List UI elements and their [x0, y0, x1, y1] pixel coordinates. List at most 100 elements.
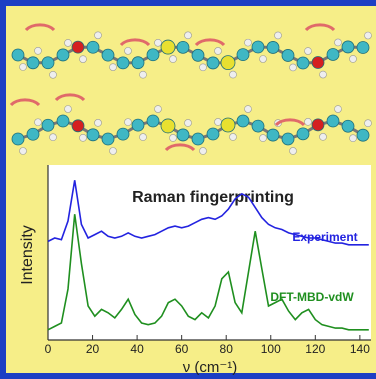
hydrogen	[320, 133, 327, 140]
atom	[357, 129, 369, 141]
atom	[147, 49, 159, 61]
hydrogen	[320, 71, 327, 78]
hydrogen	[185, 119, 192, 126]
atom	[252, 120, 264, 132]
hydrogen	[290, 64, 297, 71]
atom	[87, 129, 99, 141]
chart-title: Raman fingerprinting	[132, 189, 294, 206]
atom	[161, 119, 175, 133]
hydrogen	[245, 106, 252, 113]
hydrogen	[350, 55, 357, 62]
hydrogen	[125, 47, 132, 54]
atom	[147, 115, 159, 127]
hydrogen	[35, 47, 42, 54]
hydrogen	[80, 56, 87, 63]
hydrogen	[65, 39, 72, 46]
atom	[102, 133, 114, 145]
hydrogen	[215, 47, 222, 54]
x-tick-label: 140	[350, 342, 370, 356]
hydrogen	[170, 134, 177, 141]
graphical-abstract: Raman fingerprinting Intensity ν (cm⁻¹) …	[0, 0, 376, 379]
atom	[57, 49, 69, 61]
hydrogen	[200, 64, 207, 71]
hydrogen	[155, 106, 162, 113]
atom	[27, 57, 39, 69]
atom	[132, 57, 144, 69]
atom	[297, 128, 309, 140]
atom	[192, 49, 204, 61]
atom	[252, 41, 264, 53]
x-tick-label: 60	[175, 342, 189, 356]
y-axis-label: Intensity	[19, 225, 36, 285]
atom	[221, 56, 235, 70]
atom	[12, 133, 24, 145]
atom	[267, 129, 279, 141]
hydrogen	[35, 119, 42, 126]
atom	[42, 57, 54, 69]
hydrogen	[260, 56, 267, 63]
atom	[221, 118, 235, 132]
hydrogen	[365, 120, 372, 127]
x-tick-label: 80	[220, 342, 234, 356]
atom	[192, 133, 204, 145]
hydrogen	[230, 71, 237, 78]
hydrogen	[365, 32, 372, 39]
atom	[117, 57, 129, 69]
atom	[117, 128, 129, 140]
atom	[57, 115, 69, 127]
atom	[72, 120, 84, 132]
x-axis-label: ν (cm⁻¹)	[183, 359, 238, 376]
hydrogen	[65, 106, 72, 113]
legend-label: DFT-MBD-vdW	[270, 290, 354, 304]
hydrogen	[50, 134, 57, 141]
x-tick-label: 40	[130, 342, 144, 356]
atom	[312, 57, 324, 69]
atom	[342, 41, 354, 53]
atom	[177, 129, 189, 141]
atom	[312, 119, 324, 131]
atom	[87, 41, 99, 53]
atom	[357, 42, 369, 54]
atom	[207, 128, 219, 140]
atom	[342, 120, 354, 132]
hydrogen	[50, 71, 57, 78]
hydrogen	[350, 135, 357, 142]
x-tick-label: 100	[261, 342, 281, 356]
hydrogen	[80, 134, 87, 141]
hydrogen	[305, 118, 312, 125]
x-tick-label: 120	[305, 342, 325, 356]
atom	[327, 115, 339, 127]
atom	[237, 115, 249, 127]
atom	[42, 119, 54, 131]
hydrogen	[95, 119, 102, 126]
atom	[207, 57, 219, 69]
hydrogen	[170, 56, 177, 63]
atom	[267, 41, 279, 53]
legend-label: Experiment	[292, 230, 357, 244]
hydrogen	[95, 32, 102, 39]
atom	[327, 48, 339, 60]
atom	[237, 49, 249, 61]
atom	[102, 49, 114, 61]
hydrogen	[140, 134, 147, 141]
atom	[72, 41, 84, 53]
hydrogen	[290, 147, 297, 154]
hydrogen	[155, 39, 162, 46]
hydrogen	[215, 118, 222, 125]
atom	[161, 40, 175, 54]
hydrogen	[245, 39, 252, 46]
hydrogen	[110, 64, 117, 71]
hydrogen	[140, 71, 147, 78]
hydrogen	[275, 32, 282, 39]
hydrogen	[305, 48, 312, 55]
hydrogen	[200, 147, 207, 154]
hydrogen	[110, 147, 117, 154]
atom	[297, 57, 309, 69]
hydrogen	[125, 119, 132, 126]
hydrogen	[260, 135, 267, 142]
atom	[282, 49, 294, 61]
hydrogen	[230, 133, 237, 140]
atom	[132, 119, 144, 131]
atom	[282, 133, 294, 145]
hydrogen	[185, 32, 192, 39]
